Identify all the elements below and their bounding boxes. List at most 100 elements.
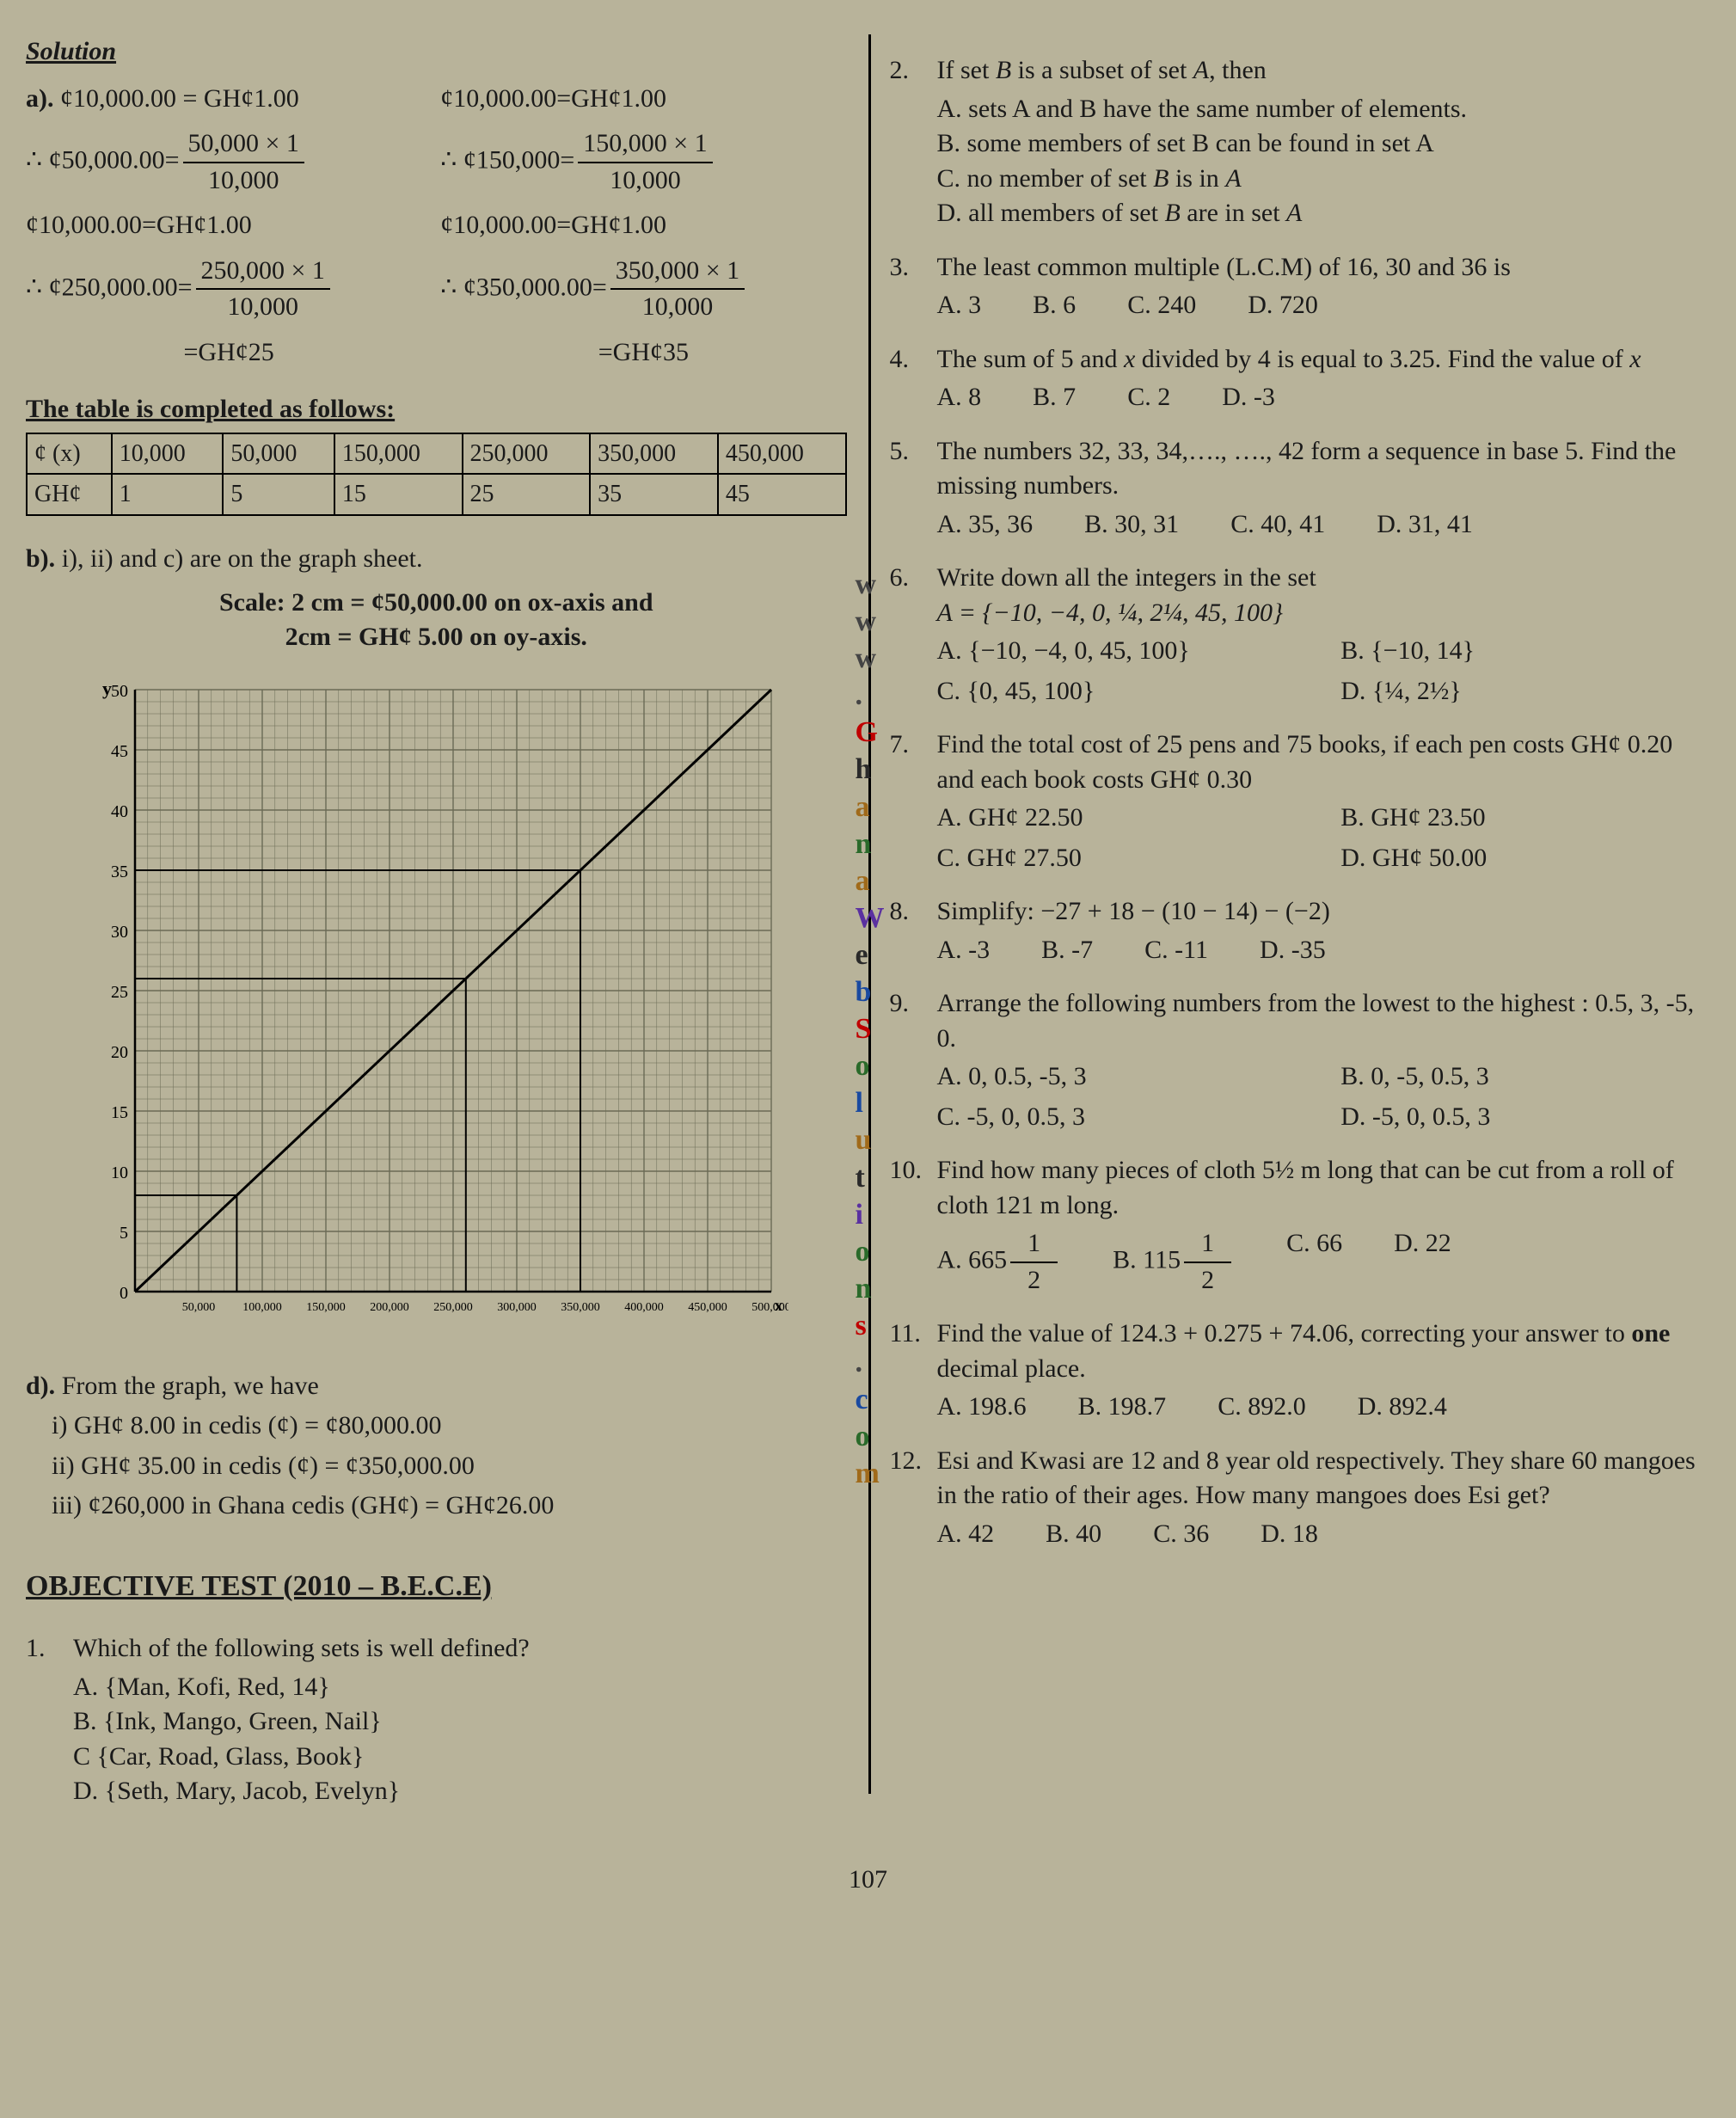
watermark-char: o (856, 1235, 885, 1268)
svg-text:25: 25 (111, 983, 128, 1002)
watermark-char: . (856, 1346, 885, 1379)
svg-text:45: 45 (111, 742, 128, 761)
eq-result: =GH¢25 (26, 335, 432, 371)
eq-lhs: ¢350,000.00= (463, 273, 607, 301)
svg-text:300,000: 300,000 (498, 1301, 537, 1314)
part-d-iii: iii) ¢260,000 in Ghana cedis (GH¢) = GH¢… (52, 1489, 847, 1524)
q-option: B. -7 (1041, 933, 1093, 968)
q-option: B. 0, -5, 0.5, 3 (1340, 1059, 1710, 1095)
q-option: C. {0, 45, 100} (937, 674, 1307, 709)
part-d-label: d). (26, 1372, 55, 1400)
q-option: A. 0, 0.5, -5, 3 (937, 1059, 1307, 1095)
q-option: B. 30, 31 (1084, 507, 1179, 543)
therefore-symbol: ∴ (440, 273, 457, 301)
q-option: C. -5, 0, 0.5, 3 (937, 1100, 1307, 1135)
fraction: 150,000 × 110,000 (578, 126, 712, 198)
q-option: C. 892.0 (1218, 1390, 1306, 1425)
q-num: 7. (890, 727, 937, 797)
table-cell: 15 (334, 474, 463, 515)
q-option: B. 40 (1046, 1517, 1101, 1552)
q-option: B. 11512 (1113, 1226, 1235, 1298)
eq-text: ¢10,000.00 = GH¢1.00 (60, 84, 299, 113)
objective-test-title: OBJECTIVE TEST (2010 – B.E.C.E) (26, 1567, 847, 1606)
q-option: C. 36 (1153, 1517, 1209, 1552)
graph: 0510152025303540455050,000100,000150,000… (83, 672, 788, 1343)
question-3: 3.The least common multiple (L.C.M) of 1… (890, 250, 1711, 323)
q-option: C. GH¢ 27.50 (937, 841, 1307, 876)
eq-text: ¢10,000.00=GH¢1.00 (440, 208, 846, 243)
q-stem: Arrange the following numbers from the l… (937, 986, 1711, 1056)
watermark-char: e (856, 938, 885, 972)
q-option: D. 18 (1261, 1517, 1318, 1552)
svg-text:y: y (102, 678, 112, 699)
q-option: B. {Ink, Mango, Green, Nail} (73, 1704, 847, 1740)
watermark-char: s (856, 1309, 885, 1342)
q-stem: The sum of 5 and x divided by 4 is equal… (937, 342, 1711, 378)
svg-text:0: 0 (120, 1284, 128, 1303)
watermark-char: w (856, 642, 885, 675)
table-cell: GH¢ (27, 474, 112, 515)
q-stem: Find the value of 124.3 + 0.275 + 74.06,… (937, 1317, 1711, 1386)
watermark-char: . (856, 678, 885, 712)
q-option: A. 8 (937, 380, 982, 415)
part-a-label: a). (26, 84, 54, 113)
q-option: A. 42 (937, 1517, 995, 1552)
q-option: B. some members of set B can be found in… (937, 126, 1711, 162)
eq-lhs: ¢150,000= (463, 145, 574, 174)
svg-text:40: 40 (111, 802, 128, 821)
fraction: 12 (1184, 1226, 1231, 1298)
q-option: D. {Seth, Mary, Jacob, Evelyn} (73, 1774, 847, 1809)
eq-text: ¢10,000.00=GH¢1.00 (440, 82, 846, 117)
watermark-char: w (856, 605, 885, 638)
q-option: C. 40, 41 (1230, 507, 1325, 543)
table-cell: 25 (463, 474, 591, 515)
svg-text:450,000: 450,000 (689, 1301, 728, 1314)
svg-text:50: 50 (111, 682, 128, 701)
watermark-char: c (856, 1383, 885, 1416)
watermark-char: m (856, 1457, 885, 1490)
svg-text:100,000: 100,000 (243, 1301, 283, 1314)
table-cell: 45 (718, 474, 846, 515)
table-cell: 50,000 (223, 433, 334, 475)
q-stem: The numbers 32, 33, 34,…., …., 42 form a… (937, 434, 1711, 504)
svg-text:50,000: 50,000 (182, 1301, 216, 1314)
svg-text:400,000: 400,000 (625, 1301, 665, 1314)
table-cell: ¢ (x) (27, 433, 112, 475)
right-column: 2. If set B is a subset of set A, then A… (868, 34, 1711, 1828)
q-option: D. {¼, 2½} (1340, 674, 1710, 709)
q-option: C. 2 (1127, 380, 1170, 415)
q-stem: Which of the following sets is well defi… (73, 1631, 847, 1667)
q-num: 3. (890, 250, 937, 285)
table-cell: 5 (223, 474, 334, 515)
svg-text:5: 5 (120, 1224, 128, 1243)
question-6: 6. Write down all the integers in the se… (890, 561, 1711, 709)
q-option: C. no member of set B is in A (937, 162, 1711, 197)
q-num: 4. (890, 342, 937, 378)
svg-text:20: 20 (111, 1043, 128, 1062)
part-d-i: i) GH¢ 8.00 in cedis (¢) = ¢80,000.00 (52, 1409, 847, 1444)
fraction: 350,000 × 110,000 (610, 254, 745, 325)
question-11: 11. Find the value of 124.3 + 0.275 + 74… (890, 1317, 1711, 1425)
q-option: A. {Man, Kofi, Red, 14} (73, 1670, 847, 1705)
svg-text:350,000: 350,000 (561, 1301, 601, 1314)
q-option: D. 720 (1248, 288, 1318, 323)
scale-line: Scale: 2 cm = ¢50,000.00 on ox-axis and … (26, 586, 847, 655)
q-option: B. 7 (1033, 380, 1076, 415)
svg-text:500,000: 500,000 (752, 1301, 789, 1314)
svg-text:15: 15 (111, 1103, 128, 1122)
question-9: 9.Arrange the following numbers from the… (890, 986, 1711, 1134)
part-d-ii: ii) GH¢ 35.00 in cedis (¢) = ¢350,000.00 (52, 1449, 847, 1484)
watermark-char: i (856, 1198, 885, 1231)
part-b-label: b). (26, 544, 55, 573)
question-7: 7.Find the total cost of 25 pens and 75 … (890, 727, 1711, 875)
q-option: A. 198.6 (937, 1390, 1027, 1425)
therefore-symbol: ∴ (26, 145, 42, 174)
svg-text:150,000: 150,000 (307, 1301, 347, 1314)
table-cell: 150,000 (334, 433, 463, 475)
q-option: D. 892.4 (1358, 1390, 1447, 1425)
table-cell: 35 (590, 474, 718, 515)
watermark-char: l (856, 1086, 885, 1120)
fraction: 12 (1010, 1226, 1058, 1298)
watermark-char: w (856, 568, 885, 601)
q-num: 12. (890, 1444, 937, 1513)
